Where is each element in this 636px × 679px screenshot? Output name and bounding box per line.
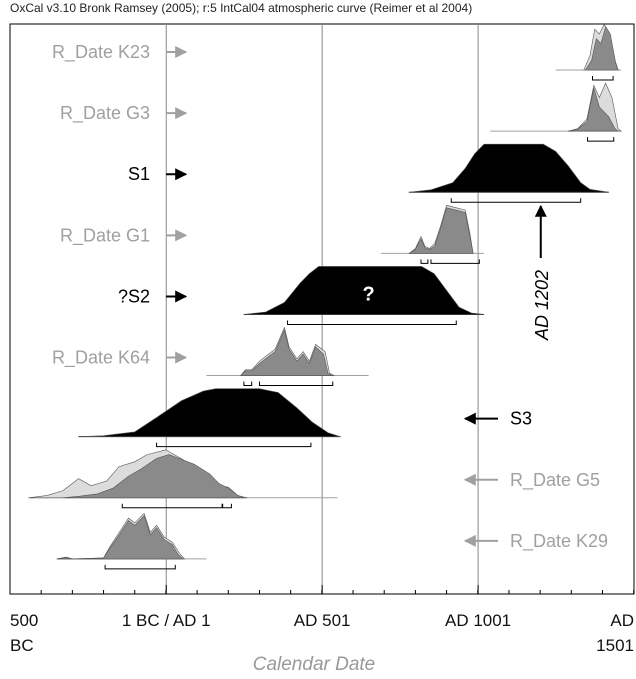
row-label: S1 — [128, 164, 150, 184]
range-bracket — [104, 564, 176, 570]
tick-label: AD 1001 — [445, 611, 511, 630]
range-bracket — [222, 503, 232, 509]
row-label: R_Date G5 — [510, 470, 600, 491]
range-bracket — [258, 381, 334, 387]
posterior-distribution — [62, 454, 245, 499]
posterior-distribution — [567, 87, 619, 132]
row-label: ?S2 — [118, 286, 150, 306]
row-r-date-g5: R_Date G5 — [28, 449, 600, 509]
tick-label: 1 BC / AD 1 — [122, 611, 211, 630]
tick-label-line2: 1501 — [596, 636, 634, 655]
posterior-distribution — [56, 515, 184, 560]
row-s1: S1 — [128, 143, 609, 203]
annotations: AD 1202 — [532, 204, 552, 341]
posterior-distribution — [585, 26, 619, 71]
row-r-date-g3: R_Date G3 — [60, 82, 623, 142]
range-bracket — [430, 259, 480, 264]
tick-label: AD — [610, 611, 634, 630]
posterior-distribution — [240, 329, 334, 377]
row-s2: ?S2? — [118, 266, 485, 325]
uncertainty-marker: ? — [363, 283, 375, 305]
range-bracket — [587, 137, 615, 142]
posterior-distribution — [408, 207, 474, 254]
row-r-date-k29: R_Date K29 — [56, 512, 608, 570]
row-r-date-k23: R_Date K23 — [52, 23, 622, 81]
phase-distribution — [409, 143, 609, 193]
range-bracket — [420, 259, 429, 264]
annotation-label: AD 1202 — [532, 270, 552, 341]
row-label: R_Date K29 — [510, 531, 608, 552]
chart-header: OxCal v3.10 Bronk Ramsey (2005); r:5 Int… — [10, 1, 472, 15]
range-bracket — [287, 320, 457, 325]
x-axis-label: Calendar Date — [253, 654, 376, 675]
row-label: R_Date K23 — [52, 42, 150, 63]
range-bracket — [121, 503, 223, 509]
tick-label: AD 501 — [294, 611, 351, 630]
range-bracket — [243, 381, 253, 387]
row-r-date-g1: R_Date G1 — [60, 204, 485, 264]
tick-label-line2: BC — [10, 636, 34, 655]
row-s3: S3 — [78, 388, 532, 448]
row-group: R_Date K23 R_Date G3 S1 R_Date G1 ?S2 ? R_Date… — [28, 23, 623, 570]
tick-label: 500 — [10, 611, 38, 630]
row-label: R_Date G1 — [60, 225, 150, 246]
range-bracket — [592, 76, 614, 81]
range-bracket — [156, 442, 312, 448]
range-bracket — [450, 198, 582, 203]
row-r-date-k64: R_Date K64 — [52, 326, 369, 387]
x-axis: 500 BC 1 BC / AD 1 AD 501 AD 1001 AD 1501 — [9, 585, 635, 655]
phase-distribution — [243, 266, 485, 315]
phase-distribution — [78, 388, 341, 438]
row-label: R_Date G3 — [60, 103, 150, 124]
row-label: S3 — [510, 409, 532, 429]
row-label: R_Date K64 — [52, 348, 150, 369]
